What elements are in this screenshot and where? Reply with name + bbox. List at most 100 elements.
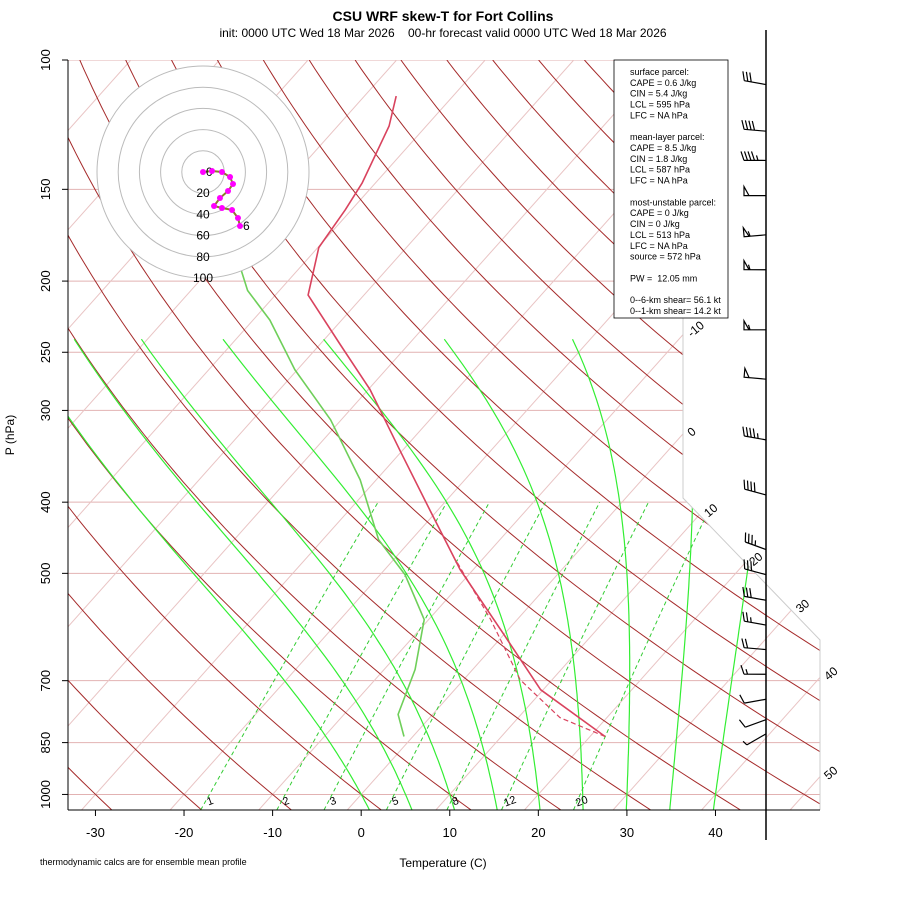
y-tick-label: 400: [38, 491, 53, 513]
y-tick-label: 1000: [38, 780, 53, 809]
hodograph-ring: [138, 107, 268, 237]
x-tick-label: 40: [708, 825, 722, 840]
dry-adiabat: [68, 60, 202, 810]
hodograph-point: [209, 168, 216, 175]
wind-barb: [743, 318, 766, 331]
moist-adiabat: [571, 338, 631, 810]
wind-barb: [742, 426, 767, 441]
isotherm: [68, 60, 575, 810]
profile-line: [237, 259, 426, 737]
stats-line: LCL = 513 hPa: [630, 230, 690, 240]
hodograph-ring: [117, 86, 289, 258]
stats-line: 0--6-km shear= 56.1 kt: [630, 295, 721, 305]
profile-line: [307, 95, 606, 738]
moist-adiabat: [68, 338, 370, 810]
stats-line: CIN = 5.4 J/kg: [630, 89, 687, 99]
dry-adiabat: [68, 60, 741, 810]
stats-line: PW = 12.05 mm: [630, 273, 697, 283]
wind-barb: [740, 665, 767, 675]
mixing-ratio-label: 5: [390, 795, 400, 808]
dry-adiabat: [492, 60, 820, 810]
stats-line: source = 572 hPa: [630, 252, 701, 262]
wind-barb: [742, 586, 767, 601]
y-axis-label: P (hPa): [3, 415, 17, 455]
chart-title: CSU WRF skew-T for Fort Collins: [333, 8, 554, 24]
dry-adiabat: [68, 60, 562, 810]
isotherm: [524, 60, 820, 810]
stats-line: LCL = 595 hPa: [630, 100, 690, 110]
hodograph-ring-label: 100: [193, 271, 213, 285]
wind-barb: [744, 532, 767, 551]
x-tick-label: 20: [531, 825, 545, 840]
hodograph-point: [218, 205, 225, 212]
mixing-ratio-label: 1: [205, 795, 215, 808]
dry-adiabat: [68, 60, 472, 810]
wind-barb: [743, 184, 767, 197]
hodograph-point: [218, 169, 225, 175]
x-tick-label: 30: [620, 825, 634, 840]
dry-adiabat: [68, 60, 292, 810]
y-tick-label: 500: [38, 562, 53, 584]
stats-line: surface parcel:: [630, 67, 689, 77]
moist-adiabat: [73, 338, 413, 810]
mixing-ratio-label: 2: [281, 795, 291, 808]
stats-line: CIN = 1.8 J/kg: [630, 154, 687, 164]
x-axis-label: Temperature (C): [399, 856, 486, 870]
dry-adiabat: [446, 60, 820, 810]
stats-line: 0--1-km shear= 14.2 kt: [630, 306, 721, 316]
y-tick-label: 100: [38, 49, 53, 71]
wind-barb: [742, 225, 767, 238]
hodograph-point: [229, 180, 236, 187]
dry-adiabat: [68, 60, 651, 810]
dry-adiabat: [68, 60, 382, 810]
hodograph-point: [200, 169, 206, 175]
moist-adiabat: [222, 338, 498, 810]
y-tick-label: 200: [38, 270, 53, 292]
hodograph-point: [225, 187, 232, 194]
hodograph-point: [236, 222, 243, 229]
wind-barb: [741, 119, 767, 132]
hodograph-ring-label: 20: [196, 186, 210, 200]
isotherm: [346, 60, 820, 810]
hodograph-ring-label: 40: [196, 207, 210, 221]
y-tick-label: 850: [38, 732, 53, 754]
mixing-ratio-label: 20: [574, 794, 590, 809]
stats-line: most-unstable parcel:: [630, 197, 716, 207]
chart-subtitle: init: 0000 UTC Wed 18 Mar 2026 00-hr for…: [219, 26, 666, 40]
stats-line: CAPE = 0.6 J/kg: [630, 78, 696, 88]
hodograph-label: 6: [243, 219, 250, 233]
stats-line: LFC = NA hPa: [630, 241, 688, 251]
y-tick-label: 700: [38, 670, 53, 692]
stats-line: mean-layer parcel:: [630, 132, 705, 142]
hodograph-ring-label: 80: [196, 250, 210, 264]
wind-barb: [743, 365, 767, 380]
mixing-ratio-line: [276, 501, 448, 810]
isotherm: [68, 60, 486, 810]
mixing-ratio-line: [323, 501, 490, 810]
stats-line: CAPE = 0 J/kg: [630, 208, 689, 218]
hodograph-point: [216, 194, 223, 201]
stats-line: LFC = NA hPa: [630, 176, 688, 186]
hodograph-point: [211, 203, 218, 210]
hodograph-point: [227, 173, 234, 180]
stats-line: LFC = NA hPa: [630, 110, 688, 120]
mixing-ratio-label: 12: [502, 794, 518, 809]
y-tick-label: 300: [38, 400, 53, 422]
stats-line: LCL = 587 hPa: [630, 165, 690, 175]
mixing-ratio-line: [200, 501, 379, 810]
isotherm: [68, 60, 663, 810]
hodograph-ring-label: 60: [196, 229, 210, 243]
x-tick-label: 10: [443, 825, 457, 840]
mixing-ratio-line: [573, 501, 714, 810]
wind-barb: [743, 559, 767, 576]
wind-barb: [743, 258, 767, 271]
hodograph-point: [229, 206, 236, 213]
isotherm: [612, 60, 820, 810]
wind-barb: [742, 611, 767, 626]
mixing-ratio-label: 8: [451, 795, 461, 808]
hodograph-point: [234, 215, 241, 222]
mixing-ratio-label: 3: [328, 795, 338, 808]
footnote: thermodynamic calcs are for ensemble mea…: [40, 857, 247, 867]
